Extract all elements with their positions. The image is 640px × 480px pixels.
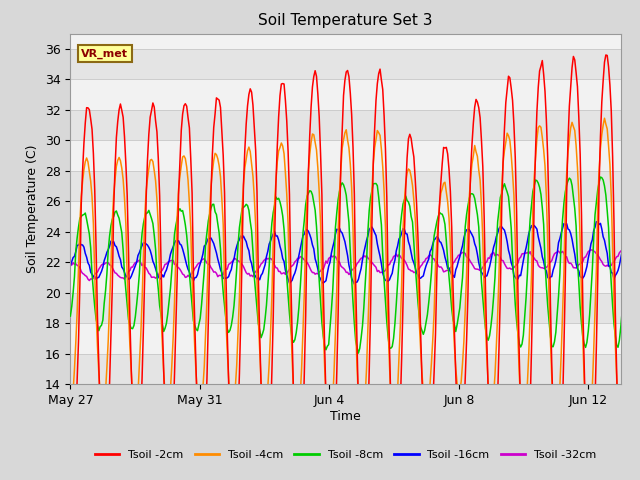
Text: VR_met: VR_met — [81, 48, 129, 59]
Title: Soil Temperature Set 3: Soil Temperature Set 3 — [259, 13, 433, 28]
Bar — [70, 171, 621, 201]
Bar — [70, 293, 621, 323]
Bar — [70, 110, 621, 140]
X-axis label: Time: Time — [330, 409, 361, 422]
Y-axis label: Soil Temperature (C): Soil Temperature (C) — [26, 144, 39, 273]
Bar — [70, 232, 621, 262]
Bar — [70, 354, 621, 384]
Bar — [70, 49, 621, 79]
Legend: Tsoil -2cm, Tsoil -4cm, Tsoil -8cm, Tsoil -16cm, Tsoil -32cm: Tsoil -2cm, Tsoil -4cm, Tsoil -8cm, Tsoi… — [90, 445, 601, 465]
